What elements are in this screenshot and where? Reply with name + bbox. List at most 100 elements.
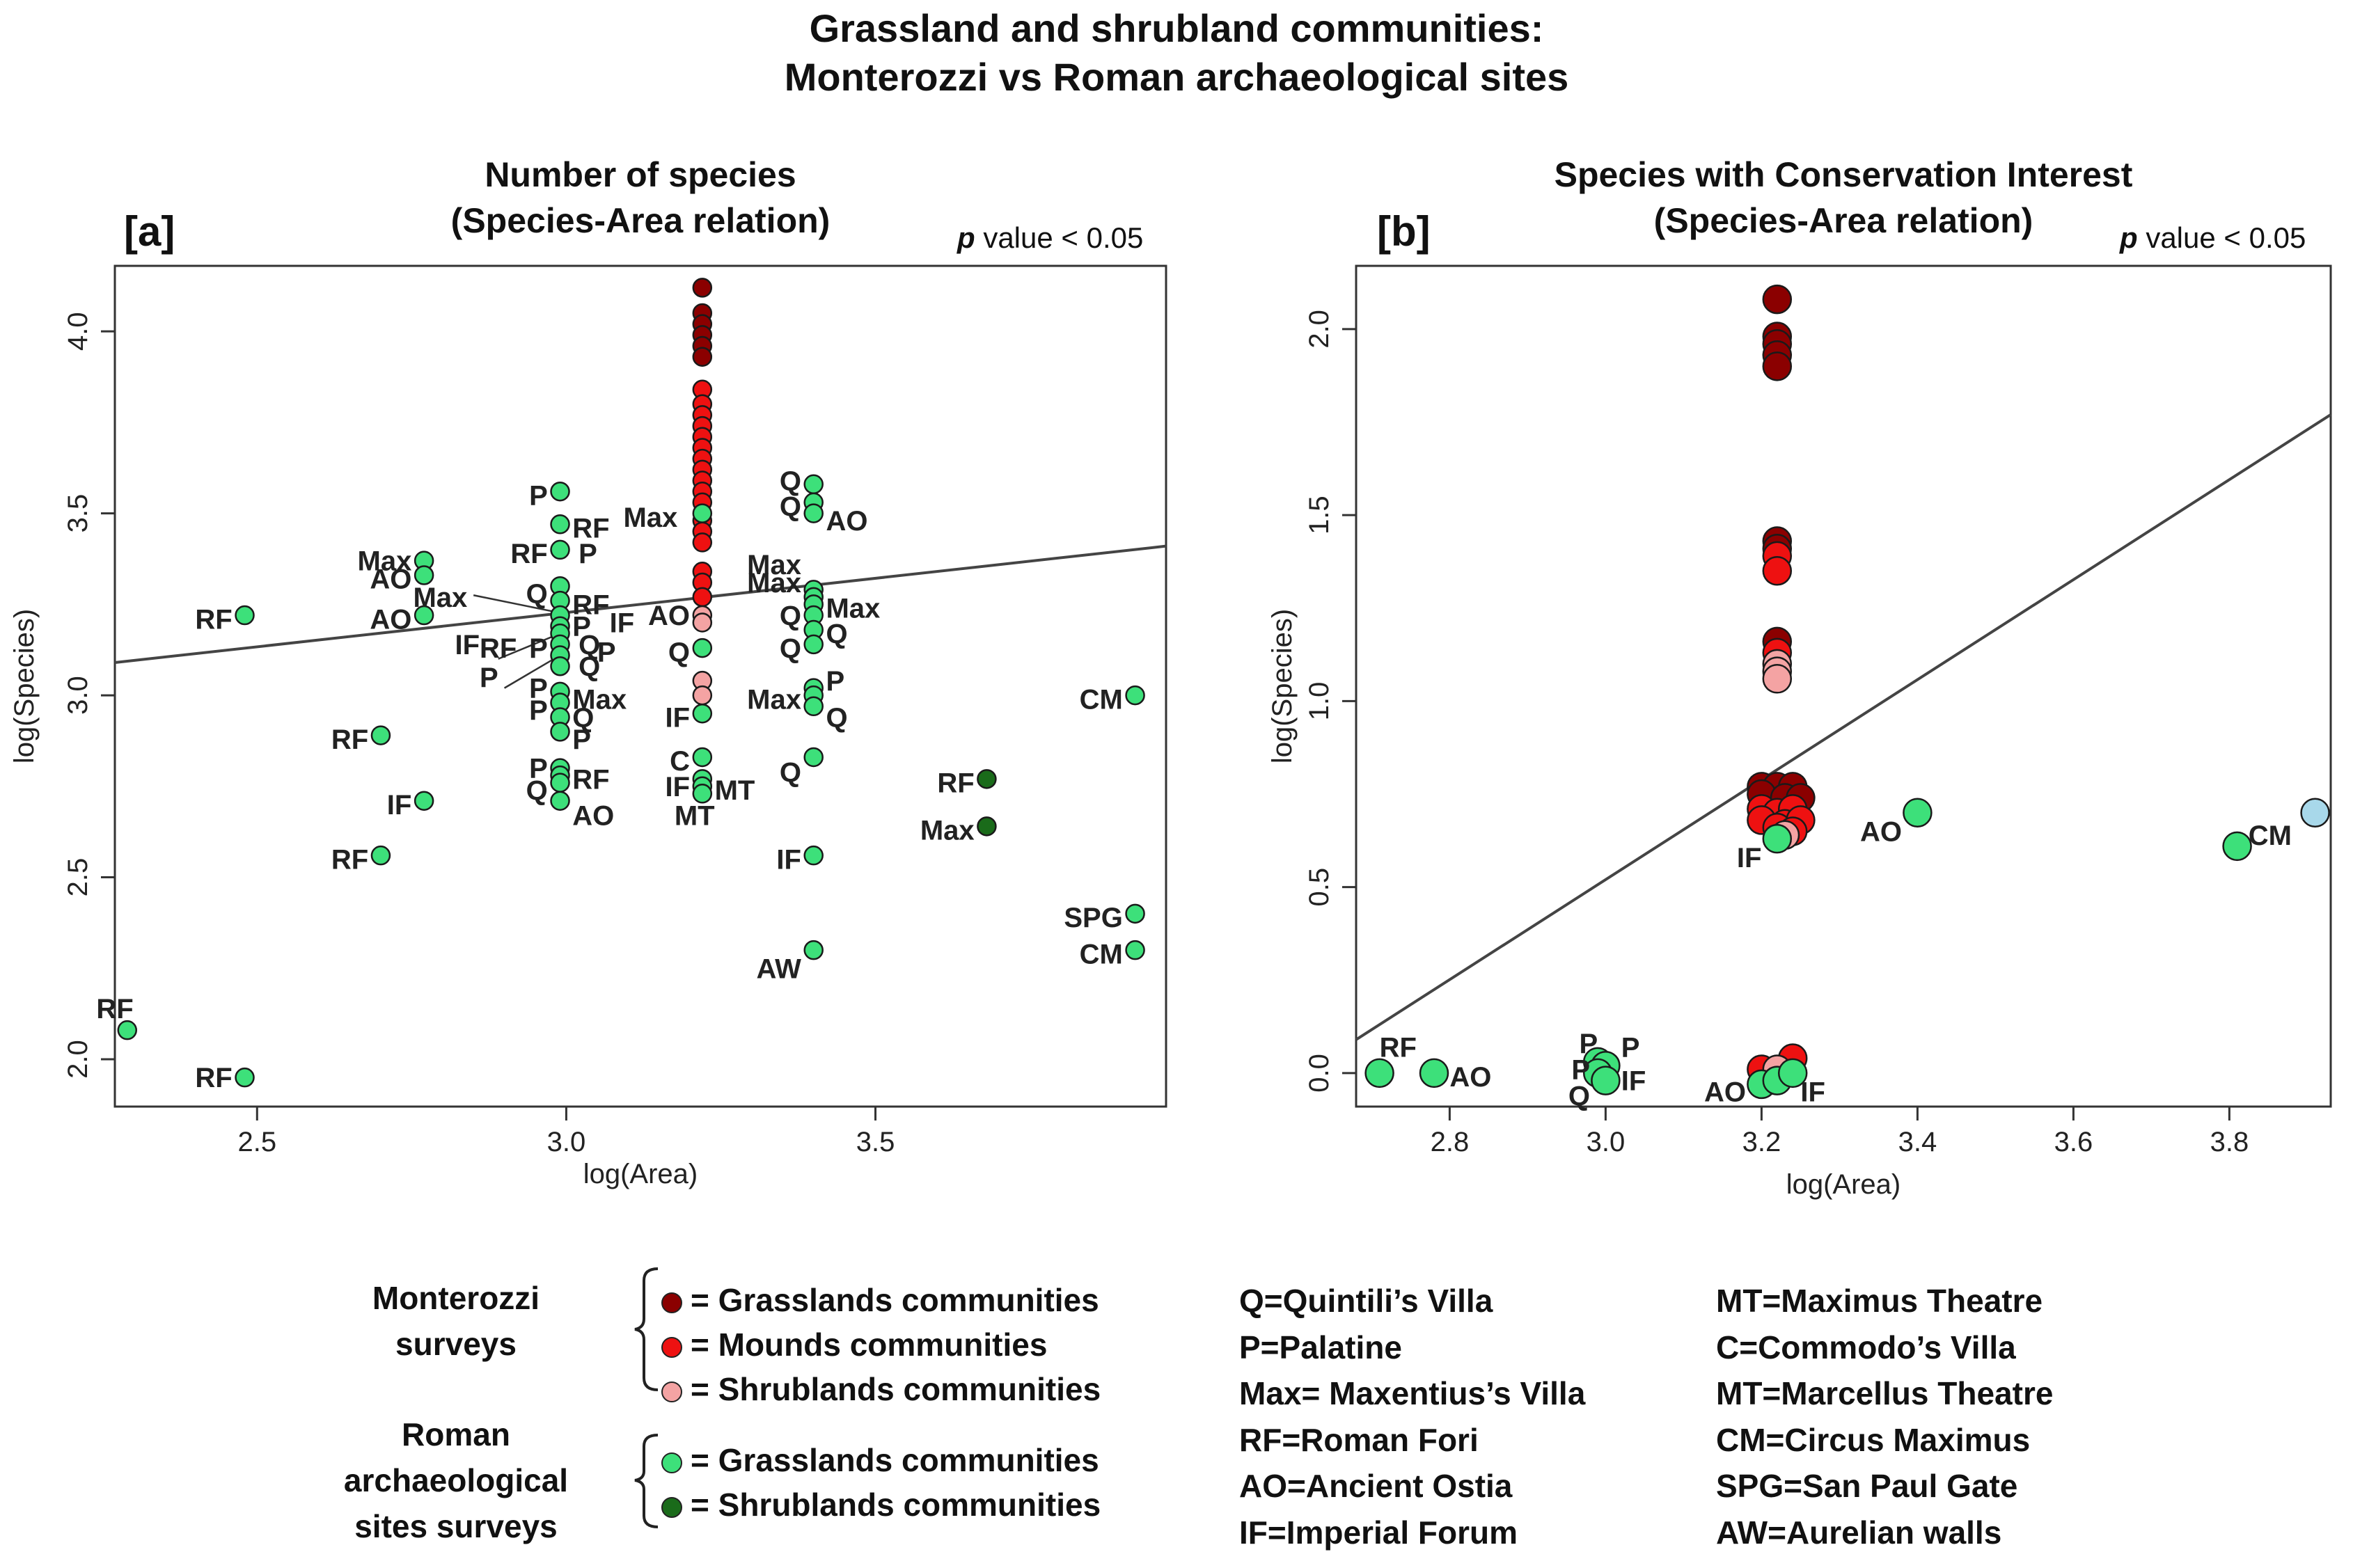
panel-a-point-label: RF xyxy=(510,539,547,569)
abbreviation-item: SPG=San Paul Gate xyxy=(1716,1468,2018,1504)
panel-b-point xyxy=(1762,664,1793,694)
abbreviations-column-2: MT=Maximus Theatre C=Commodo’s Villa MT=… xyxy=(1716,1278,2053,1555)
panel-b-point xyxy=(1419,1058,1449,1088)
panel-a-point xyxy=(692,703,713,724)
panel-a-point xyxy=(692,747,713,768)
abbreviation-item: C=Commodo’s Villa xyxy=(1716,1329,2016,1365)
panel-a-point-label: Q xyxy=(826,702,847,733)
panel-a-point-label: Max xyxy=(920,816,975,846)
panel-b-point xyxy=(1762,284,1793,315)
panel-a-point-label: RF xyxy=(480,633,517,664)
panel-a-point-label: MT xyxy=(715,775,755,806)
panel-a-point-label: Q xyxy=(780,757,801,788)
abbreviation-item: Max= Maxentius’s Villa xyxy=(1239,1375,1586,1411)
panel-b-y-tick-label: 0.5 xyxy=(1304,868,1335,907)
panel-b-x-tick-label: 2.8 xyxy=(1431,1127,1470,1157)
panel-a-title-line-2: (Species-Area relation) xyxy=(450,201,831,240)
abbreviation-item: AW=Aurelian walls xyxy=(1716,1514,2002,1551)
panel-a-point xyxy=(550,656,570,676)
panel-a-y-tick-label: 2.0 xyxy=(63,1040,93,1079)
panel-a-point-label: P xyxy=(529,674,548,704)
panel-a-point-label: MT xyxy=(675,801,715,832)
panel-a-point-label: P xyxy=(529,695,548,726)
panel-a-x-tick-label: 3.0 xyxy=(547,1127,586,1157)
panel-b-x-tick-label: 3.0 xyxy=(1587,1127,1626,1157)
panel-a-point xyxy=(977,769,997,789)
panel-a-point xyxy=(550,722,570,742)
panel-a-point xyxy=(550,539,570,560)
panel-b-title-line-1: Species with Conservation Interest xyxy=(1554,155,2133,194)
charts-canvas: 2.5 3.0 3.5 2.0 2.5 3.0 3.5 4.0 log(Area) log(Spe… xyxy=(9,264,2332,1200)
panel-b-y-tick-label: 1.0 xyxy=(1304,682,1335,721)
panel-a-point xyxy=(414,565,434,585)
panel-a-point-label: Q xyxy=(780,491,801,522)
panel-a-point-label: RF xyxy=(937,768,974,799)
panel-a-point xyxy=(803,845,824,866)
panel-a-point xyxy=(1125,940,1145,960)
panel-a-point xyxy=(117,1020,138,1040)
legend-roman-items: = Grasslands communities = Shrublands co… xyxy=(661,1438,1101,1527)
legend-item-label: = Shrublands communities xyxy=(691,1487,1101,1523)
panel-a-point xyxy=(692,612,713,633)
panel-b-point xyxy=(1762,351,1793,381)
panel-b-x-tick-label: 3.4 xyxy=(1898,1127,1937,1157)
panel-a-point-label: P xyxy=(572,724,591,755)
figure-title-line-2: Monterozzi vs Roman archaeological sites xyxy=(784,55,1569,99)
panel-a-point-label: AO xyxy=(572,801,614,832)
panel-b-regression-line xyxy=(1355,413,2332,1041)
panel-a-title-line-1: Number of species xyxy=(485,155,796,194)
legend-swatch xyxy=(661,1336,682,1358)
panel-a-point xyxy=(803,503,824,523)
legend-roman-line-3: sites surveys xyxy=(354,1508,558,1544)
legend-monterozzi-label: Monterozzi surveys xyxy=(352,1275,560,1367)
legend-swatch xyxy=(661,1452,682,1473)
panel-a-point-label: Q xyxy=(579,630,600,660)
panel-a-plot-frame xyxy=(113,264,1167,1108)
panel-b-y-tick-label: 2.0 xyxy=(1304,310,1335,349)
legend-item-label: = Shrublands communities xyxy=(691,1371,1101,1407)
abbreviation-item: RF=Roman Fori xyxy=(1239,1421,1479,1458)
panel-a-point-label: RF xyxy=(195,604,232,635)
legend-item: = Shrublands communities xyxy=(661,1482,1101,1527)
legend-item-label: = Grasslands communities xyxy=(691,1282,1099,1318)
panel-a-point xyxy=(1125,903,1145,924)
panel-a-point-label: AO xyxy=(370,564,411,595)
panel-a-point xyxy=(692,784,713,804)
panel-a-point xyxy=(1125,685,1145,706)
panel-a-point xyxy=(803,747,824,768)
panel-a-point-label: IF xyxy=(776,844,801,875)
panel-a-point-label: P xyxy=(480,663,498,693)
panel-a-point-label: RF xyxy=(572,589,609,620)
panel-a-point-label: IF xyxy=(666,702,691,733)
panel-a-y-axis-label: log(Species) xyxy=(9,609,40,763)
panel-a-point xyxy=(692,347,713,367)
panel-b-point xyxy=(2300,798,2330,827)
panel-a-point-label: RF xyxy=(572,514,609,544)
panel-b-tag: [b] xyxy=(1377,208,1431,255)
panel-b-point-label: RF xyxy=(1380,1032,1417,1063)
p-symbol: p xyxy=(957,221,975,254)
panel-a-point-label: CM xyxy=(1080,684,1123,715)
panel-b-x-axis-label: log(Area) xyxy=(1786,1169,1901,1200)
panel-a-point xyxy=(550,481,570,502)
legend-item: = Grasslands communities xyxy=(661,1278,1101,1322)
panel-a-point-label: Q xyxy=(572,702,594,733)
panel-a-point-label: P xyxy=(572,612,591,642)
panel-b-point xyxy=(2222,831,2252,862)
panel-a-point-label: AO xyxy=(370,604,411,635)
panel-a-x-tick-label: 2.5 xyxy=(237,1127,276,1157)
legend-swatch xyxy=(661,1292,682,1313)
panel-b-y-axis-label: log(Species) xyxy=(1267,609,1298,763)
panel-a-point-label: Q xyxy=(579,651,600,682)
abbreviation-item: MT=Marcellus Theatre xyxy=(1716,1375,2054,1411)
panel-a-point xyxy=(803,940,824,960)
panel-b-point-label: AO xyxy=(1860,816,1902,847)
abbreviation-item: P=Palatine xyxy=(1239,1329,1402,1365)
panel-a-point-label: RF xyxy=(195,1063,232,1093)
panel-b-point-label: IF xyxy=(1800,1077,1825,1108)
panel-a-point-label: P xyxy=(597,637,616,667)
panel-a-point xyxy=(414,791,434,811)
legend-item: = Grasslands communities xyxy=(661,1438,1101,1482)
panel-a-y-tick-label: 2.5 xyxy=(63,858,93,897)
panel-b-point xyxy=(1762,556,1793,586)
